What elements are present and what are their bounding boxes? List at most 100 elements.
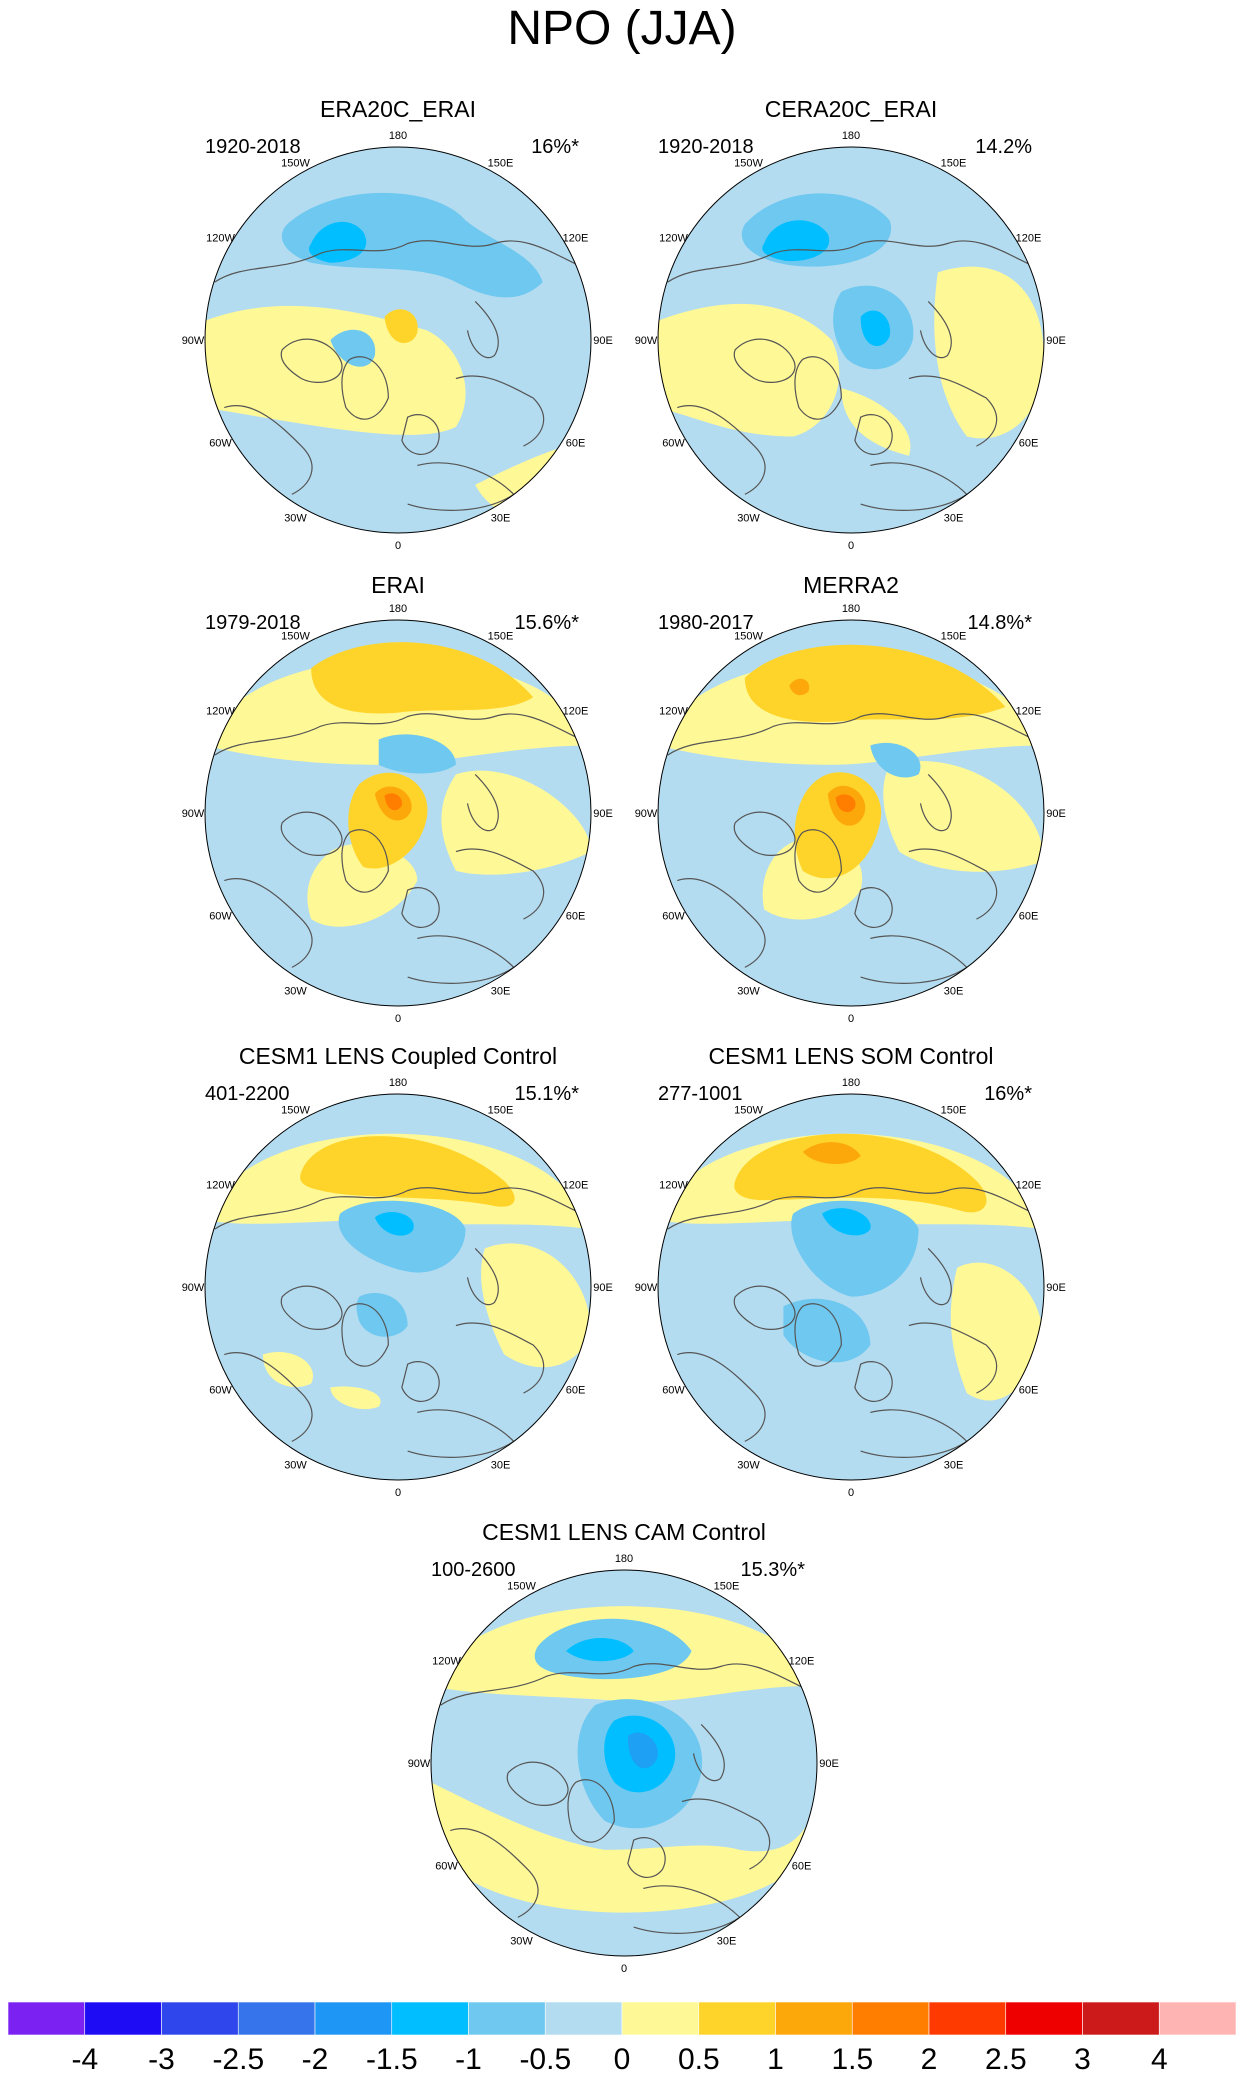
longitude-label: 90W bbox=[182, 335, 205, 347]
longitude-label: 120E bbox=[1016, 1180, 1042, 1192]
longitude-label: 150E bbox=[488, 1105, 514, 1117]
colorbar-swatch bbox=[1158, 2001, 1237, 2036]
colorbar-label: -1.5 bbox=[366, 2043, 418, 2076]
coastline bbox=[733, 1285, 796, 1330]
longitude-label: 0 bbox=[395, 1013, 401, 1025]
map-border bbox=[430, 1569, 818, 1957]
longitude-label: 30E bbox=[944, 986, 964, 998]
longitude-label: 120E bbox=[563, 706, 589, 718]
colorbar-label: 1 bbox=[767, 2043, 784, 2076]
coastline bbox=[667, 1187, 1035, 1230]
coastline bbox=[919, 1247, 952, 1306]
anomaly-region bbox=[822, 1208, 871, 1236]
longitude-label: 120W bbox=[659, 233, 688, 245]
coastline bbox=[627, 1837, 666, 1878]
panel-years: 1920-2018 bbox=[658, 136, 754, 158]
coastline bbox=[440, 1663, 808, 1706]
longitude-label: 120W bbox=[659, 706, 688, 718]
map-border bbox=[657, 619, 1045, 1007]
panel-years: 1920-2018 bbox=[205, 136, 301, 158]
anomaly-region bbox=[378, 734, 456, 774]
map-panel: ERAI 1979-2018 15.6%* 180 150E 120E 90E 60E 30E 0… bbox=[182, 572, 613, 1025]
coastline bbox=[567, 1779, 615, 1843]
longitude-label: 120W bbox=[206, 233, 235, 245]
longitude-label: 30E bbox=[717, 1936, 737, 1948]
coastline bbox=[919, 300, 952, 359]
panel-years: 401-2200 bbox=[205, 1083, 290, 1105]
panel-years: 1980-2017 bbox=[658, 612, 754, 634]
panel-title: ERA20C_ERAI bbox=[320, 96, 476, 122]
anomaly-region bbox=[300, 1136, 515, 1207]
longitude-label: 60E bbox=[566, 438, 586, 450]
longitude-label: 180 bbox=[842, 1077, 860, 1089]
longitude-label: 180 bbox=[389, 130, 407, 142]
coastline bbox=[401, 414, 440, 455]
map-panel: MERRA2 1980-2017 14.8%* 180 150E 120E 90E 60E 30… bbox=[635, 572, 1066, 1025]
colorbar-label: -0.5 bbox=[519, 2043, 571, 2076]
coastline bbox=[667, 240, 1035, 283]
longitude-label: 120E bbox=[1016, 706, 1042, 718]
anomaly-region bbox=[883, 760, 1044, 872]
longitude-label: 90E bbox=[593, 1282, 613, 1294]
coastline bbox=[677, 1352, 766, 1442]
colorbar-label: 2.5 bbox=[985, 2043, 1027, 2076]
longitude-label: 120E bbox=[789, 1656, 815, 1668]
coastline bbox=[667, 713, 1035, 756]
map-border bbox=[204, 1093, 592, 1481]
coastline bbox=[341, 1303, 389, 1367]
coastline bbox=[455, 848, 545, 920]
map-panels: ERA20C_ERAI 1920-2018 16%* 180 150E 120E 90E 60… bbox=[182, 96, 1066, 1975]
anomaly-region bbox=[762, 220, 830, 262]
longitude-label: 60E bbox=[1019, 438, 1039, 450]
longitude-label: 30W bbox=[737, 1460, 760, 1472]
map-panel: CERA20C_ERAI 1920-2018 14.2% 180 150E 120E 90E… bbox=[635, 96, 1066, 552]
colorbar-label: 0 bbox=[614, 2043, 631, 2076]
longitude-label: 60E bbox=[566, 1385, 586, 1397]
colorbar-swatch bbox=[391, 2001, 469, 2036]
longitude-label: 30W bbox=[510, 1936, 533, 1948]
map-border bbox=[204, 619, 592, 1007]
anomaly-region bbox=[441, 770, 591, 875]
colorbar-label: 4 bbox=[1151, 2043, 1168, 2076]
coastline bbox=[908, 848, 998, 920]
longitude-label: 0 bbox=[848, 540, 854, 552]
coastline bbox=[280, 338, 343, 383]
map-contours bbox=[431, 1606, 817, 1934]
longitude-label: 30E bbox=[491, 1460, 511, 1472]
colorbar-swatch bbox=[237, 2001, 316, 2036]
coastline bbox=[794, 356, 842, 420]
panel-title: CESM1 LENS CAM Control bbox=[482, 1519, 766, 1545]
colorbar-swatch bbox=[84, 2001, 162, 2036]
colorbar-swatch bbox=[1082, 2001, 1160, 2036]
longitude-label: 150E bbox=[941, 631, 967, 643]
coastline bbox=[214, 1187, 582, 1230]
coastline bbox=[908, 375, 998, 447]
anomaly-region bbox=[330, 1386, 381, 1410]
longitude-label: 60E bbox=[792, 1861, 812, 1873]
longitude-label: 180 bbox=[389, 1077, 407, 1089]
longitude-label: 0 bbox=[395, 540, 401, 552]
colorbar-swatch bbox=[544, 2001, 623, 2036]
anomaly-region bbox=[356, 1293, 408, 1337]
longitude-label: 180 bbox=[842, 603, 860, 615]
colorbar-swatch bbox=[851, 2001, 930, 2036]
longitude-label: 0 bbox=[848, 1013, 854, 1025]
anomaly-region bbox=[870, 742, 921, 778]
longitude-label: 90E bbox=[593, 335, 613, 347]
longitude-label: 30W bbox=[284, 1460, 307, 1472]
longitude-label: 150E bbox=[941, 1105, 967, 1117]
longitude-label: 60W bbox=[662, 438, 685, 450]
colorbar-swatch bbox=[161, 2001, 239, 2036]
longitude-label: 90E bbox=[593, 808, 613, 820]
coastline bbox=[854, 414, 893, 455]
panel-years: 277-1001 bbox=[658, 1083, 743, 1105]
coastline bbox=[908, 1322, 998, 1394]
colorbar-label: -2.5 bbox=[212, 2043, 264, 2076]
colorbar-label: 3 bbox=[1074, 2043, 1091, 2076]
anomaly-region bbox=[835, 794, 856, 813]
coastline bbox=[224, 1352, 313, 1442]
longitude-label: 30E bbox=[491, 986, 511, 998]
coastline bbox=[214, 713, 582, 756]
coastline bbox=[692, 1723, 725, 1782]
coastline bbox=[681, 1798, 771, 1870]
